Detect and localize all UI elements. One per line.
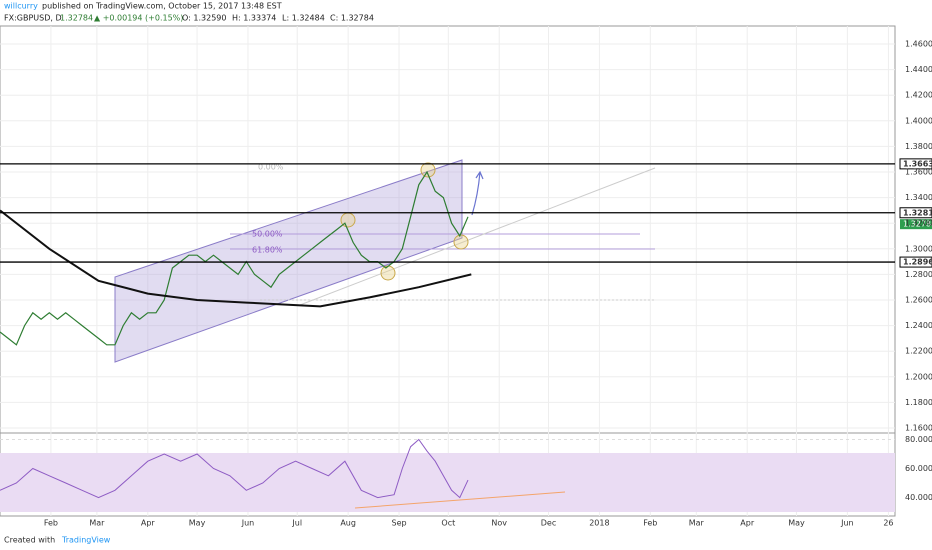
level-label: 1.36635 bbox=[903, 159, 932, 168]
channel bbox=[114, 159, 463, 363]
y-tick-label: 1.46000 bbox=[905, 40, 932, 49]
y-tick-label: 1.18000 bbox=[905, 398, 932, 407]
y-tick-label: 1.44000 bbox=[905, 65, 932, 74]
x-tick-label: Apr bbox=[740, 519, 755, 528]
y-tick-label: 1.42000 bbox=[905, 91, 932, 100]
y-tick-label: 1.28000 bbox=[905, 270, 932, 279]
level-tag bbox=[899, 256, 932, 268]
level-tag bbox=[899, 158, 932, 170]
level-tag bbox=[899, 207, 932, 219]
x-tick-label: Jun bbox=[840, 519, 854, 528]
y-tick-label: 1.38000 bbox=[905, 142, 932, 151]
x-tick-label: Apr bbox=[141, 519, 156, 528]
rsi-tick-label: 80.0000 bbox=[905, 435, 932, 444]
rsi-trend-line bbox=[354, 491, 566, 509]
rsi-tick-label: 60.0000 bbox=[905, 464, 932, 473]
x-tick-label: May bbox=[788, 519, 805, 528]
author[interactable]: willcurry bbox=[4, 2, 38, 11]
x-tick-label: 2018 bbox=[589, 519, 609, 528]
x-tick-label: Jun bbox=[241, 519, 255, 528]
open: O: 1.32590 bbox=[182, 14, 226, 23]
level-label: 1.28963 bbox=[903, 258, 932, 267]
x-tick-label: Mar bbox=[689, 519, 705, 528]
x-tick-label: Jul bbox=[291, 519, 302, 528]
y-tick-label: 1.24000 bbox=[905, 321, 932, 330]
last: 1.32784 bbox=[60, 14, 93, 23]
level-label: 1.32815 bbox=[903, 208, 932, 217]
x-tick-label: Sep bbox=[392, 519, 407, 528]
last-price-tag bbox=[900, 219, 932, 230]
y-tick-label: 1.36000 bbox=[905, 168, 932, 177]
x-tick-label: Dec bbox=[541, 519, 556, 528]
y-tick-label: 1.16000 bbox=[905, 424, 932, 433]
published: published on TradingView.com, October 15… bbox=[42, 2, 282, 11]
change: ▲ +0.00194 (+0.15%) bbox=[94, 14, 183, 23]
x-tick-label: May bbox=[189, 519, 206, 528]
x-tick-label: 26 bbox=[883, 519, 893, 528]
y-tick-label: 1.30000 bbox=[905, 244, 932, 253]
fib-label: 61.80% bbox=[252, 246, 283, 255]
y-tick-label: 1.40000 bbox=[905, 116, 932, 125]
price-line bbox=[0, 209, 472, 308]
high: H: 1.33374 bbox=[232, 14, 276, 23]
y-tick-label: 1.20000 bbox=[905, 372, 932, 381]
rsi-line bbox=[0, 438, 469, 499]
y-tick-label: 1.22000 bbox=[905, 347, 932, 356]
symbol: FX:GBPUSD, D bbox=[4, 14, 62, 23]
y-tick-label: 1.26000 bbox=[905, 296, 932, 305]
x-tick-label: Feb bbox=[44, 519, 58, 528]
footer-created: Created with bbox=[4, 536, 55, 545]
fib-label: 50.00% bbox=[252, 230, 283, 239]
x-tick-label: Feb bbox=[643, 519, 657, 528]
trend-line bbox=[299, 167, 656, 306]
x-tick-label: Nov bbox=[491, 519, 507, 528]
price-line bbox=[0, 170, 469, 346]
y-tick-label: 1.34000 bbox=[905, 193, 932, 202]
highlight bbox=[380, 265, 396, 281]
last-price-label: 1.32784 bbox=[903, 220, 932, 229]
highlight bbox=[453, 234, 469, 250]
close: C: 1.32784 bbox=[330, 14, 374, 23]
low: L: 1.32484 bbox=[282, 14, 325, 23]
x-tick-label: Oct bbox=[441, 519, 455, 528]
plot-frame bbox=[0, 25, 896, 517]
fib-label: 0.00% bbox=[258, 163, 284, 172]
highlight bbox=[420, 162, 436, 178]
x-tick-label: Aug bbox=[340, 519, 356, 528]
arrow bbox=[471, 170, 484, 216]
footer-brand[interactable]: TradingView bbox=[61, 536, 111, 545]
y-tick-label: 1.32000 bbox=[905, 219, 932, 228]
x-tick-label: Mar bbox=[89, 519, 105, 528]
rsi-tick-label: 40.0000 bbox=[905, 493, 932, 502]
